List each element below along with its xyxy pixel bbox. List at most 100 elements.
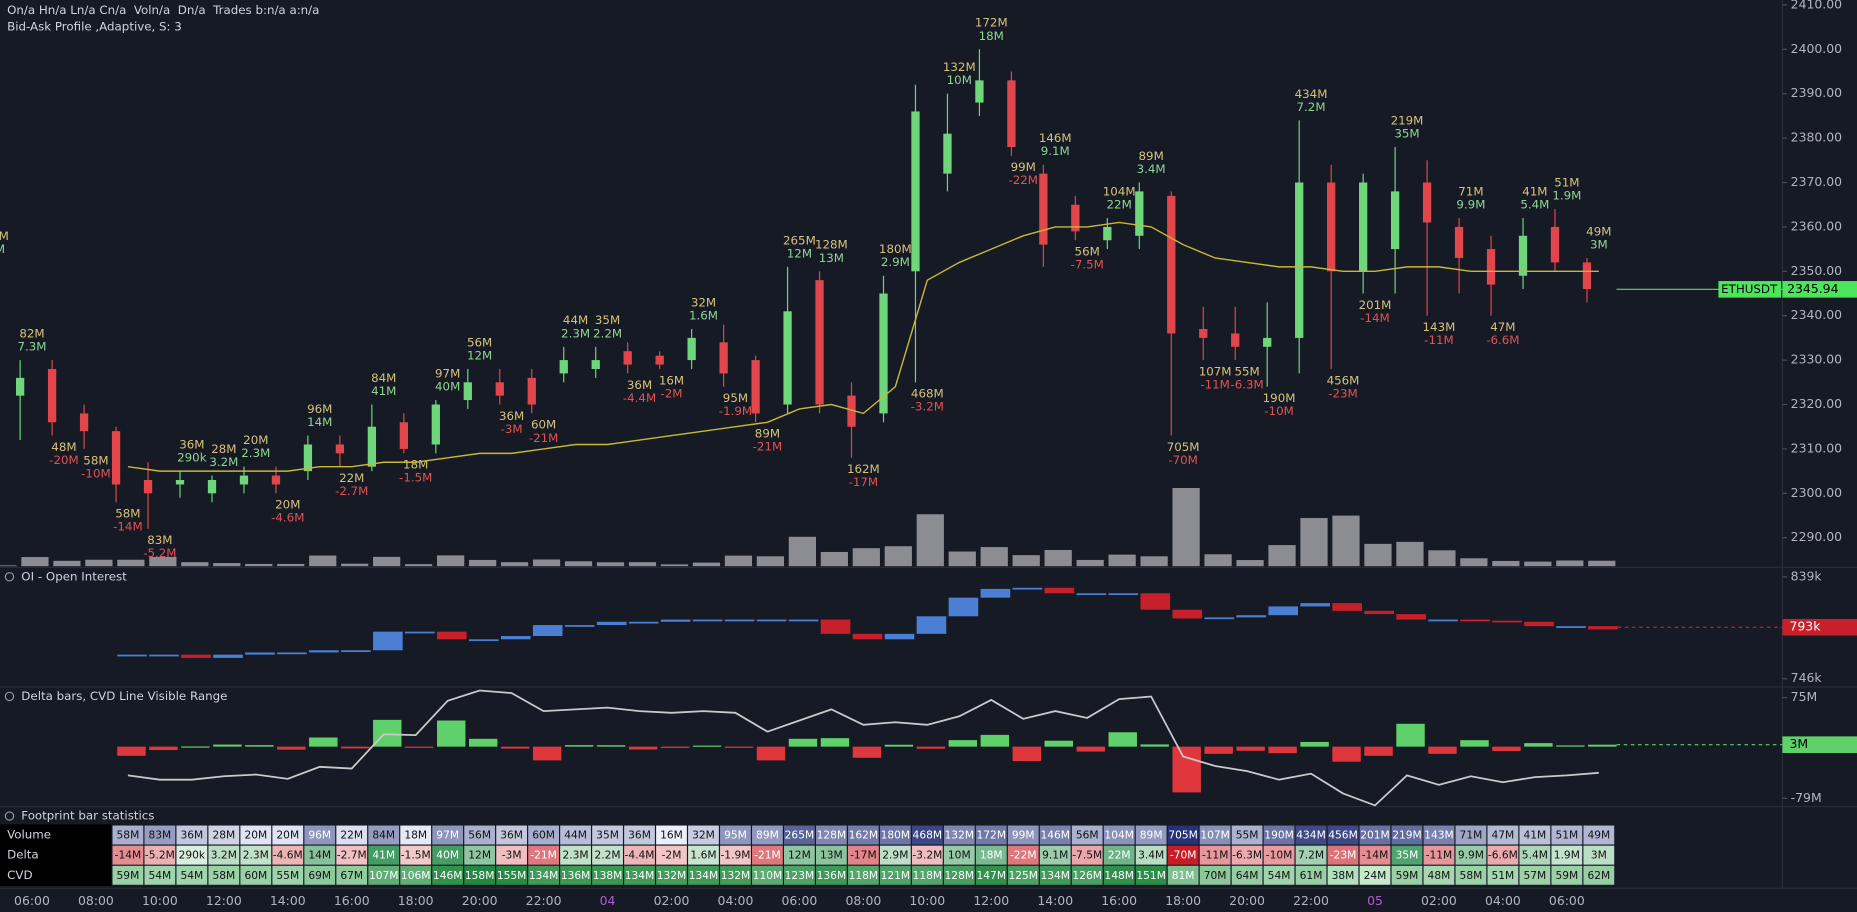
table-cell-text: 59M [1396, 869, 1419, 882]
table-cell-text: -22M [1010, 849, 1037, 862]
oi-box [1428, 619, 1458, 622]
time-label: 12:00 [206, 893, 242, 908]
table-cell [528, 845, 559, 865]
candle-delta-label: -7.5M [1071, 258, 1104, 272]
volume-bar [117, 559, 145, 567]
volume-bar [628, 562, 657, 567]
table-cell [1103, 865, 1135, 885]
volume-bar [1396, 541, 1424, 567]
table-cell-text: 118M [913, 869, 942, 882]
table-cell [784, 845, 815, 865]
candle-delta-label: 290k [177, 451, 207, 465]
time-label: 14:00 [1037, 893, 1073, 908]
table-cell [1455, 845, 1487, 865]
table-cell [336, 865, 368, 885]
candle-body [1327, 182, 1336, 272]
candle-delta-label: -3.2M [911, 400, 944, 414]
table-cell-text: 128M [945, 869, 974, 882]
table-cell [112, 845, 144, 865]
candle-delta-label: 35M [1394, 126, 1419, 140]
oi-box [1460, 619, 1490, 622]
oi-box [181, 654, 211, 658]
table-cell [208, 825, 240, 845]
volume-bar [660, 564, 689, 567]
candle-volume-label: 104M [1103, 184, 1136, 198]
table-cell [688, 825, 719, 845]
price-tick-label: 2350.00 [1791, 263, 1842, 278]
table-cell-text: 60M [244, 869, 267, 882]
table-cell-text: 81M [1172, 869, 1195, 882]
table-cell [176, 865, 208, 885]
table-cell [879, 865, 911, 885]
candle-body [751, 360, 760, 414]
settings-icon[interactable] [4, 811, 15, 821]
settings-icon[interactable] [4, 572, 15, 582]
table-cell [528, 825, 559, 845]
table-cell [1327, 825, 1359, 845]
table-label-column [0, 824, 112, 886]
table-cell [1263, 865, 1295, 885]
time-label: 20:00 [462, 893, 498, 908]
candle-body [559, 360, 568, 374]
delta-bar [916, 746, 946, 749]
time-label: 14:00 [270, 893, 306, 908]
table-cell-text: 54M [1268, 869, 1291, 882]
candle-body [1550, 226, 1560, 263]
price-tick-label: 2390.00 [1791, 85, 1842, 100]
candle-volume-label: 96M [307, 402, 332, 416]
table-cell-text: -14M [115, 849, 142, 862]
table-cell-text: 16M [660, 829, 683, 842]
table-cell-text: 104M [1104, 829, 1133, 842]
candle-volume-label: 16M [659, 373, 684, 387]
oi-box [373, 631, 403, 651]
delta-bar [1524, 743, 1553, 747]
table-cell [1263, 825, 1295, 845]
candle-body [975, 80, 984, 103]
candle-delta-label: 2.9M [881, 255, 910, 269]
table-cell [911, 865, 943, 885]
table-cell-text: 10M [948, 849, 971, 862]
candle-delta-label: 40M [435, 380, 460, 394]
volume-bar [373, 556, 401, 567]
table-cell-text: -17M [850, 849, 877, 862]
candle-volume-label: 44M [563, 313, 588, 327]
settings-icon[interactable] [4, 691, 15, 702]
table-cell [1519, 865, 1551, 885]
table-cell [847, 845, 879, 865]
delta-bar [660, 746, 690, 748]
table-cell [1007, 845, 1039, 865]
candle-delta-label: 3.2M [209, 455, 238, 469]
candle-body [687, 337, 696, 361]
delta-bar [373, 719, 402, 747]
table-cell-text: 7.2M [1298, 849, 1324, 862]
volume-bar [0, 565, 17, 567]
candle-volume-label: 47M [1490, 320, 1515, 334]
time-label: 06:00 [1549, 893, 1585, 908]
volume-bar [1364, 543, 1392, 567]
table-cell-text: 107M [369, 869, 398, 882]
table-cell [1135, 825, 1167, 845]
candle-delta-label: 18M [979, 29, 1004, 43]
table-cell [943, 865, 975, 885]
table-cell [560, 845, 591, 865]
time-label: 22:00 [1293, 893, 1329, 908]
last-price-tag [1782, 281, 1857, 298]
table-cell [496, 865, 528, 885]
time-label: 02:00 [1421, 893, 1457, 908]
table-cell-text: 3M [1591, 849, 1607, 862]
table-cell-text: 99M [1012, 829, 1035, 842]
table-cell [400, 865, 432, 885]
table-cell [144, 865, 176, 885]
candle-body [1263, 337, 1272, 347]
delta-bar [948, 740, 978, 747]
candle-delta-label: 3.4M [1137, 162, 1166, 176]
candle-volume-label: 20M [275, 498, 300, 512]
candle-body [207, 480, 217, 494]
candle-delta-label: -2M [661, 386, 683, 400]
candle-delta-label: 5.4M [1520, 197, 1549, 211]
candle-volume-label: 58M [115, 507, 140, 521]
candle-delta-label: -10M [1264, 404, 1294, 418]
candle-body [591, 360, 600, 369]
table-cell-text: 60M [532, 829, 555, 842]
symbol-label: ETHUSDT [1721, 282, 1778, 296]
